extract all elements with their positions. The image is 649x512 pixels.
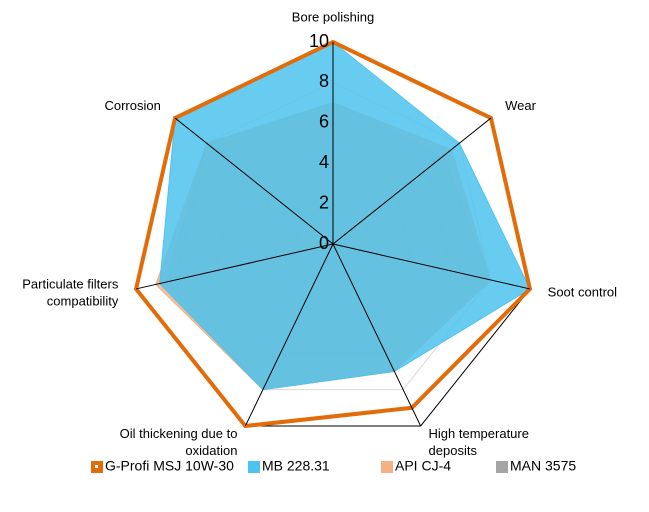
spoke: [332, 117, 492, 245]
legend-swatch: [248, 461, 260, 473]
category-label: Wear: [505, 98, 536, 113]
category-label: Particulate filters: [22, 276, 119, 291]
legend-label: G-Profi MSJ 10W-30: [105, 458, 234, 474]
spoke: [332, 243, 531, 290]
tick-label: 0: [319, 233, 329, 253]
tick-label: 2: [319, 192, 329, 212]
category-label: Corrosion: [104, 98, 160, 113]
category-label: compatibility: [47, 293, 119, 308]
category-label: oxidation: [185, 443, 237, 458]
legend-swatch: [496, 461, 508, 473]
legend-swatch-inner: [95, 465, 98, 468]
category-label: High temperature: [429, 426, 529, 441]
series-shape: [133, 39, 533, 429]
spoke: [135, 243, 334, 290]
tick-label: 4: [319, 152, 329, 172]
category-label: Oil thickening due to: [120, 426, 238, 441]
legend-swatch: [381, 461, 393, 473]
category-label: Soot control: [548, 284, 617, 299]
category-label: Bore polishing: [292, 9, 374, 24]
spoke: [244, 243, 334, 427]
category-label: deposits: [429, 443, 478, 458]
legend-label: API CJ-4: [395, 458, 451, 474]
series-shape: [159, 41, 531, 391]
tick-label: 6: [319, 112, 329, 132]
legend-label: MB 228.31: [262, 458, 330, 474]
tick-label: 8: [319, 71, 329, 91]
spoke: [174, 117, 334, 245]
legend-label: MAN 3575: [510, 458, 576, 474]
spoke: [332, 243, 422, 427]
tick-label: 10: [309, 31, 329, 51]
